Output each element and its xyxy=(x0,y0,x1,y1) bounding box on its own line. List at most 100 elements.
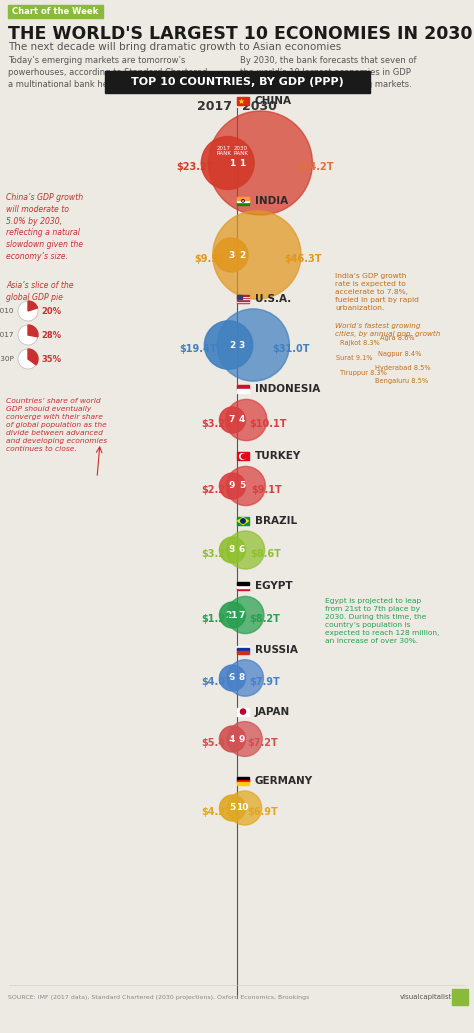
Text: 20%: 20% xyxy=(41,307,61,315)
Text: 1: 1 xyxy=(229,158,235,167)
Circle shape xyxy=(219,407,246,433)
Text: 2017
RANK: 2017 RANK xyxy=(217,146,231,156)
Text: 6: 6 xyxy=(239,545,245,555)
Circle shape xyxy=(240,709,246,714)
Text: U.S.A.: U.S.A. xyxy=(255,293,291,304)
Text: INDONESIA: INDONESIA xyxy=(255,384,320,395)
Text: 28%: 28% xyxy=(41,331,61,340)
Wedge shape xyxy=(28,301,37,311)
Text: visualcapitalist.com: visualcapitalist.com xyxy=(400,994,470,1000)
Bar xyxy=(237,298,249,299)
Text: Surat 9.1%: Surat 9.1% xyxy=(336,355,373,361)
Circle shape xyxy=(219,795,246,821)
Bar xyxy=(237,646,249,649)
Circle shape xyxy=(219,665,246,691)
Text: SOURCE: IMF (2017 data), Standard Chartered (2030 projections), Oxford Economics: SOURCE: IMF (2017 data), Standard Charte… xyxy=(8,995,309,1000)
Bar xyxy=(237,516,249,525)
Text: Agra 8.6%: Agra 8.6% xyxy=(380,335,415,341)
Text: 6: 6 xyxy=(229,674,235,683)
Text: $5.4T: $5.4T xyxy=(201,738,232,748)
Bar xyxy=(237,197,249,199)
Text: 1: 1 xyxy=(239,158,245,167)
Text: 2030P: 2030P xyxy=(0,356,14,362)
Text: World’s fastest growing
cities, by annual pop. growth: World’s fastest growing cities, by annua… xyxy=(335,323,440,337)
Text: ★: ★ xyxy=(237,96,245,105)
Bar xyxy=(237,301,249,302)
Polygon shape xyxy=(237,518,248,525)
Bar xyxy=(237,583,249,585)
Text: 3: 3 xyxy=(239,341,245,349)
Text: $7.9T: $7.9T xyxy=(249,677,280,687)
Text: JAPAN: JAPAN xyxy=(255,707,290,717)
Bar xyxy=(237,385,249,389)
Text: 21: 21 xyxy=(226,611,238,620)
Bar xyxy=(237,294,249,296)
Bar xyxy=(237,782,249,785)
Circle shape xyxy=(241,519,245,523)
Circle shape xyxy=(214,238,248,272)
Text: $46.3T: $46.3T xyxy=(284,254,322,264)
Text: $6.9T: $6.9T xyxy=(247,807,278,817)
Text: GERMANY: GERMANY xyxy=(255,776,313,786)
Bar xyxy=(237,651,249,654)
Circle shape xyxy=(227,660,264,696)
Text: Egypt is projected to leap
from 21st to 7th place by
2030. During this time, the: Egypt is projected to leap from 21st to … xyxy=(325,598,439,644)
Text: 9: 9 xyxy=(239,734,245,744)
Circle shape xyxy=(228,722,262,756)
Text: Tiruppur 8.3%: Tiruppur 8.3% xyxy=(340,370,387,376)
Circle shape xyxy=(204,321,253,369)
Text: 4: 4 xyxy=(229,734,235,744)
Bar xyxy=(452,989,468,1005)
Circle shape xyxy=(227,596,264,633)
Text: 7: 7 xyxy=(239,611,245,620)
Text: 2: 2 xyxy=(239,250,245,259)
Circle shape xyxy=(219,537,246,563)
Circle shape xyxy=(18,301,38,321)
Bar xyxy=(237,708,249,716)
Text: By 2030, the bank forecasts that seven of
the world’s 10 largest economies in GD: By 2030, the bank forecasts that seven o… xyxy=(240,56,417,89)
Text: $8.2T: $8.2T xyxy=(249,614,280,624)
Bar xyxy=(237,300,249,301)
Circle shape xyxy=(201,136,254,189)
Text: 4: 4 xyxy=(239,415,245,425)
Text: $9.1T: $9.1T xyxy=(251,486,282,495)
Text: 2: 2 xyxy=(229,341,235,349)
Text: $8.6T: $8.6T xyxy=(250,549,281,559)
Text: 9: 9 xyxy=(229,481,235,491)
Circle shape xyxy=(217,309,290,381)
Text: Chart of the Week: Chart of the Week xyxy=(12,7,98,15)
Text: The next decade will bring dramatic growth to Asian economies: The next decade will bring dramatic grow… xyxy=(8,42,341,52)
Text: $3.2T: $3.2T xyxy=(201,549,232,559)
Text: 8: 8 xyxy=(229,545,235,555)
Text: RUSSIA: RUSSIA xyxy=(255,645,298,655)
Text: Countries’ share of world
GDP should eventually
converge with their share
of glo: Countries’ share of world GDP should eve… xyxy=(6,398,107,452)
Wedge shape xyxy=(28,349,38,365)
Text: $3.2T: $3.2T xyxy=(201,419,232,429)
Text: 5: 5 xyxy=(229,804,235,813)
Bar xyxy=(237,588,249,591)
Circle shape xyxy=(241,455,246,459)
Bar xyxy=(237,452,249,461)
Circle shape xyxy=(226,400,267,441)
Bar xyxy=(237,296,249,298)
Circle shape xyxy=(219,473,246,499)
Text: 3: 3 xyxy=(229,250,235,259)
Text: 2030
RANK: 2030 RANK xyxy=(234,146,248,156)
Text: TOP 10 COUNTRIES, BY GDP (PPP): TOP 10 COUNTRIES, BY GDP (PPP) xyxy=(131,77,344,87)
Text: Bengaluru 8.5%: Bengaluru 8.5% xyxy=(375,378,428,384)
Text: 8: 8 xyxy=(239,674,245,683)
Text: THE WORLD'S LARGEST 10 ECONOMIES IN 2030: THE WORLD'S LARGEST 10 ECONOMIES IN 2030 xyxy=(8,25,473,43)
Bar xyxy=(105,71,370,93)
Text: EGYPT: EGYPT xyxy=(255,582,292,592)
Circle shape xyxy=(219,726,246,752)
Text: INDIA: INDIA xyxy=(255,196,288,206)
Text: 35%: 35% xyxy=(41,354,61,364)
Text: $7.2T: $7.2T xyxy=(248,738,279,748)
Text: $1.2T: $1.2T xyxy=(201,614,232,624)
Bar xyxy=(237,389,249,394)
Bar xyxy=(237,302,249,303)
Circle shape xyxy=(239,453,245,460)
Bar xyxy=(237,780,249,782)
Text: 5: 5 xyxy=(239,481,245,491)
Text: $9.5T: $9.5T xyxy=(194,254,225,264)
